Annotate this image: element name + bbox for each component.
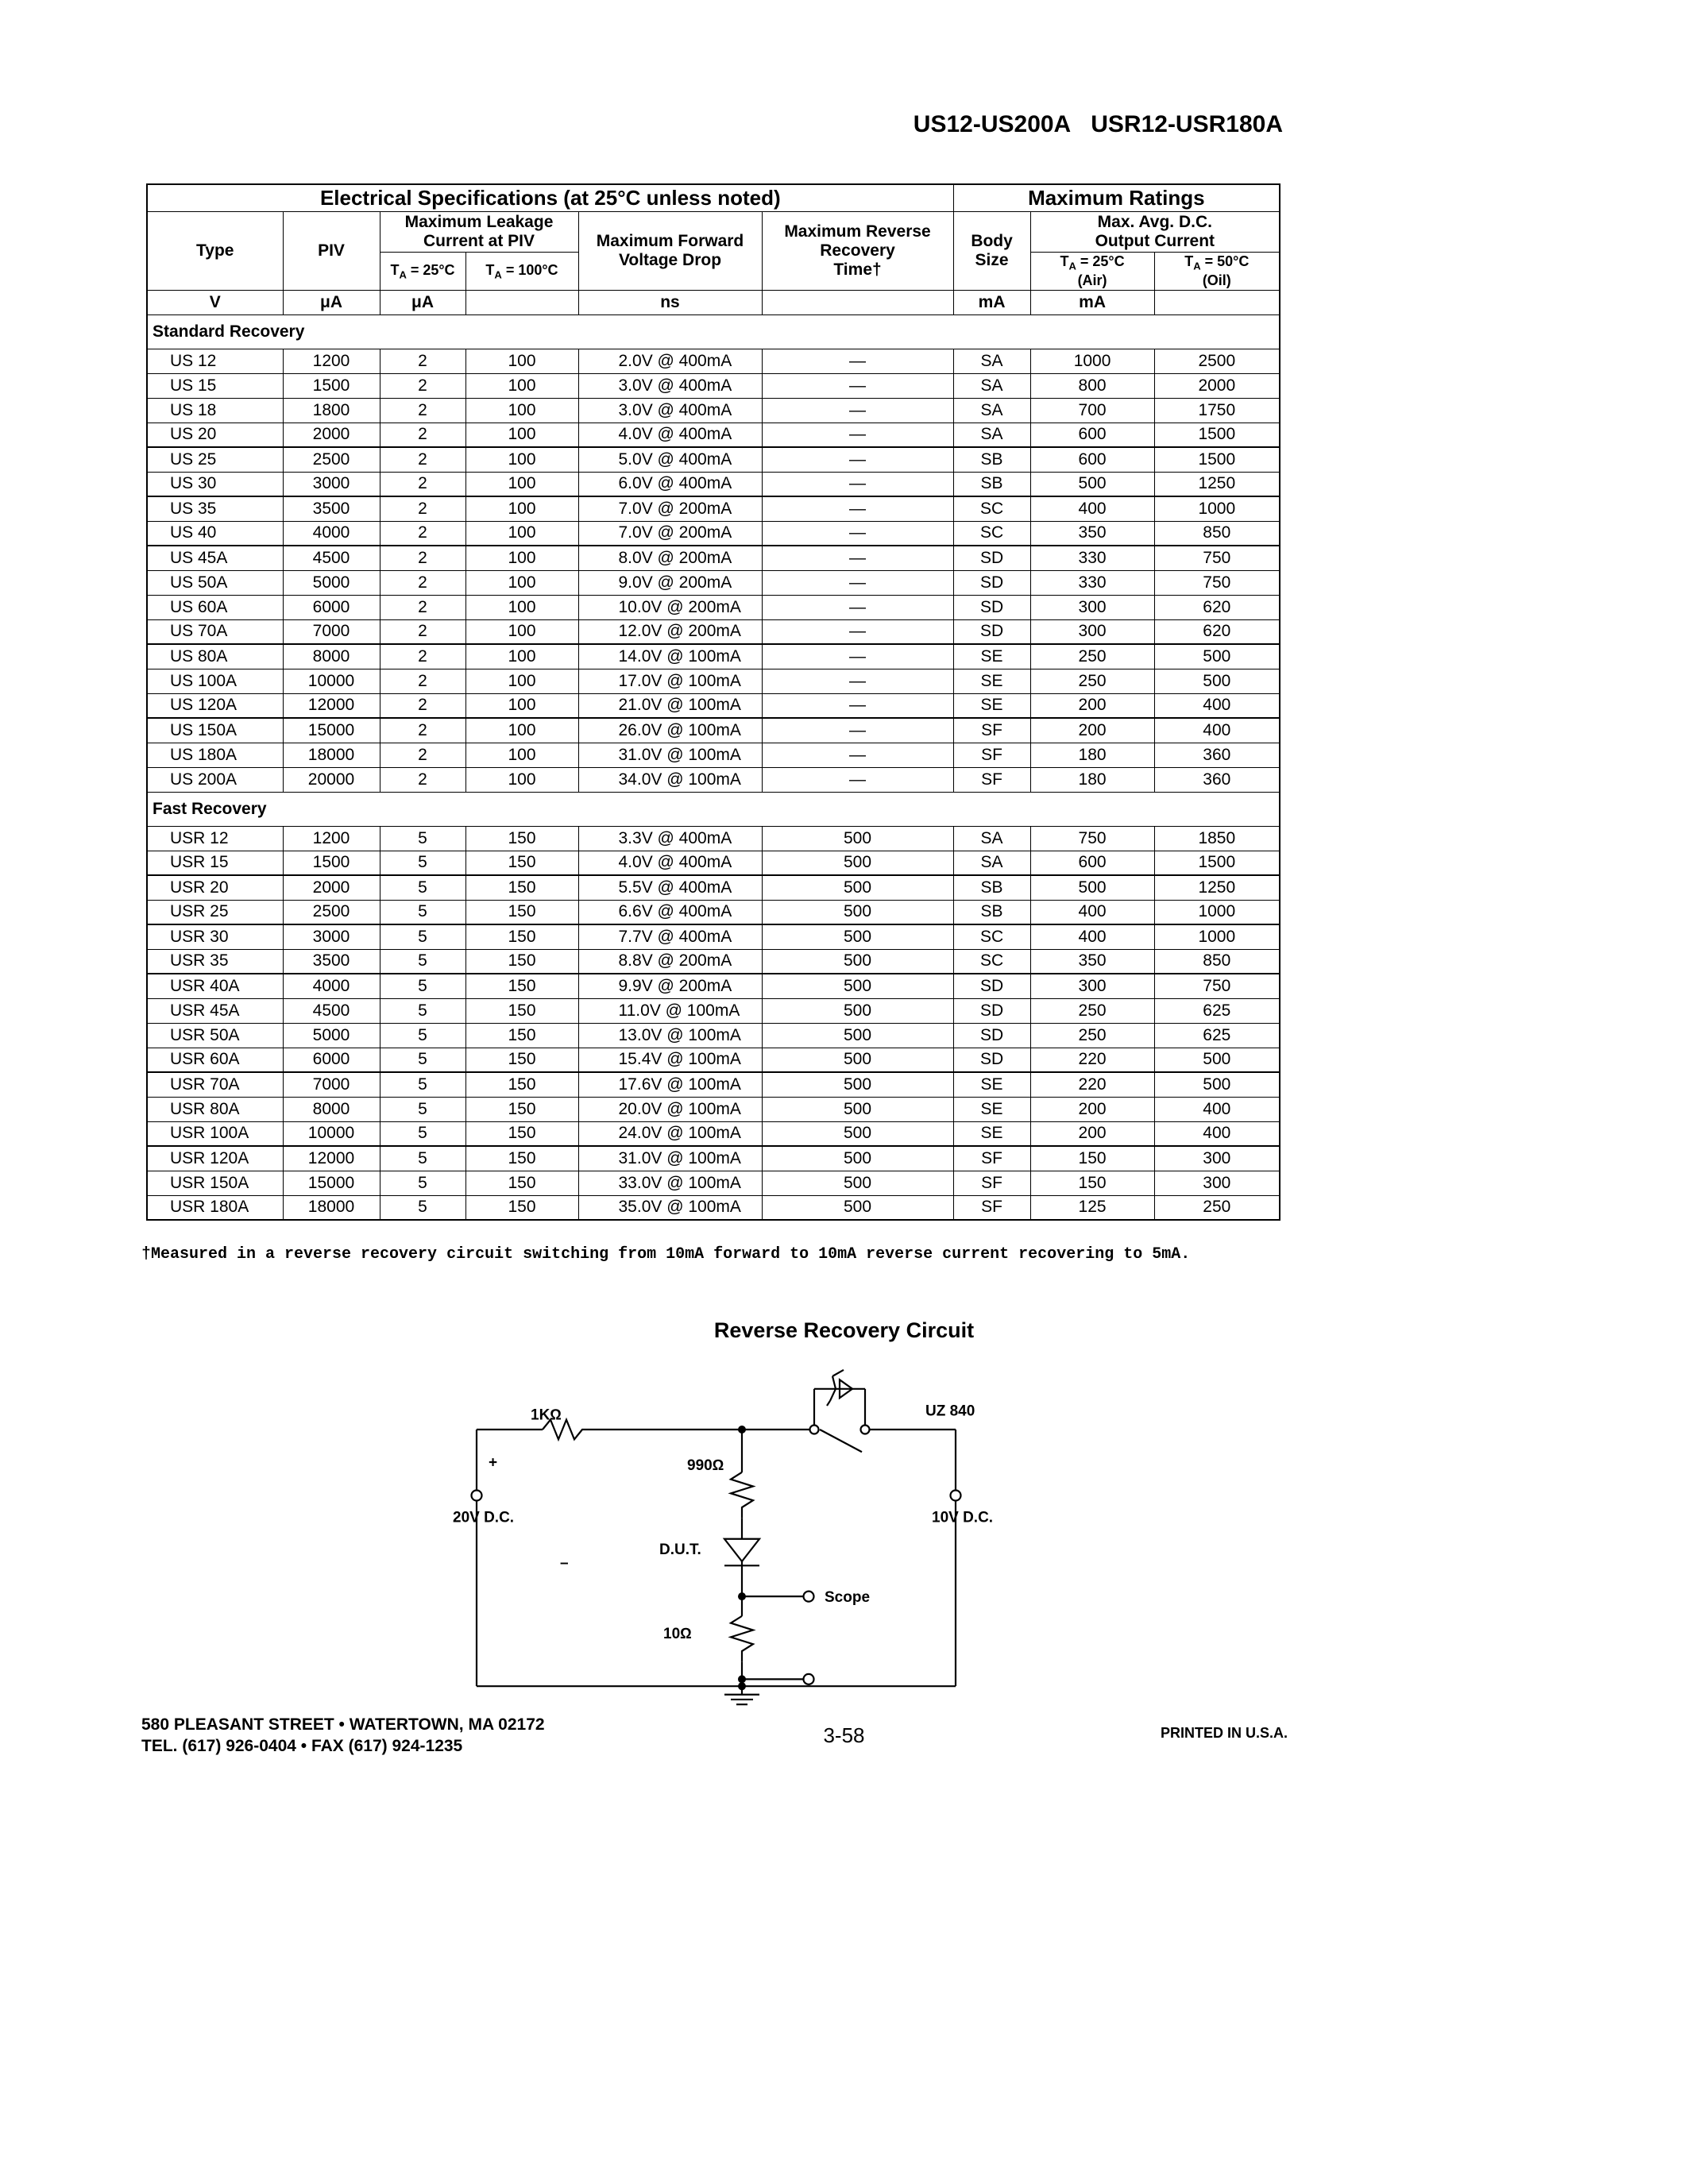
- svg-text:1KΩ: 1KΩ: [531, 1407, 562, 1424]
- svg-text:Scope: Scope: [825, 1589, 870, 1606]
- svg-text:990Ω: 990Ω: [687, 1457, 724, 1474]
- svg-text:+: +: [489, 1455, 497, 1472]
- svg-text:–: –: [560, 1555, 569, 1572]
- svg-text:UZ 840: UZ 840: [925, 1403, 975, 1419]
- svg-text:10V D.C.: 10V D.C.: [932, 1510, 993, 1526]
- svg-text:20V D.C.: 20V D.C.: [453, 1510, 514, 1526]
- svg-text:10Ω: 10Ω: [663, 1626, 692, 1642]
- svg-text:D.U.T.: D.U.T.: [659, 1542, 701, 1558]
